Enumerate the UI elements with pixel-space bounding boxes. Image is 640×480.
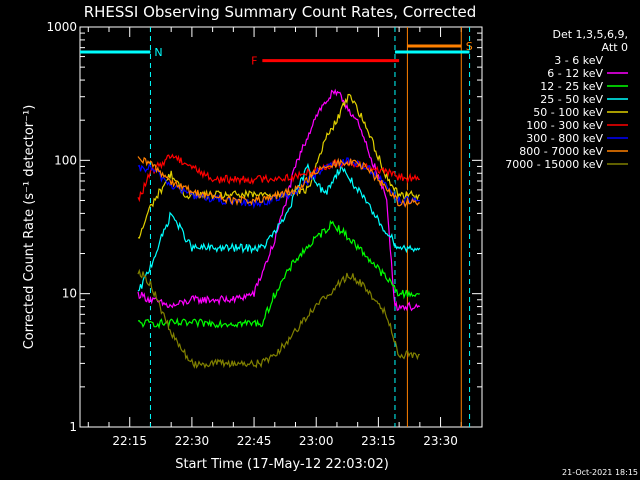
plot-frame [79,26,483,428]
legend-header: Det 1,3,5,6,9, [552,28,628,41]
legend-entry-label: 7000 - 15000 keV [505,158,603,171]
x-tick-label: 23:00 [299,434,334,448]
series-line [129,96,421,368]
chart-title: RHESSI Observing Summary Count Rates, Co… [84,3,477,21]
x-axis-label: Start Time (17-May-12 22:03:02) [175,457,389,472]
legend-entry-label: 3 - 6 keV [554,54,603,67]
legend-entry-label: 300 - 800 keV [526,132,603,145]
legend-entry-label: 6 - 12 keV [547,67,603,80]
legend-entry-label: 25 - 50 keV [540,93,603,106]
y-axis-label: Corrected Count Rate (s⁻¹ detector⁻¹) [22,105,37,350]
series-line [137,268,420,369]
y-tick-label: 10 [62,287,77,301]
y-tick-label: 1 [69,420,77,434]
annotation-label: F [251,55,257,68]
legend-entry-label: 800 - 7000 keV [519,145,603,158]
x-tick-label: 23:30 [423,434,458,448]
y-tick-label: 100 [54,153,77,167]
annotation-label: N [154,46,162,59]
series-line [137,156,420,208]
x-tick-label: 23:15 [361,434,396,448]
series-line [137,157,420,210]
legend-entry-label: 100 - 300 keV [526,119,603,132]
series-lines [129,88,421,369]
x-tick-label: 22:45 [237,434,272,448]
legend-entry-label: 50 - 100 keV [533,106,603,119]
x-axis: 22:15 22:30 22:45 23:00 23:15 23:30 [87,27,483,448]
legend-entry-label: 12 - 25 keV [540,80,603,93]
annotations: NFS [80,27,473,427]
timestamp: 21-Oct-2021 18:15 [562,468,638,477]
y-axis: 1 10 100 1000 [46,20,482,434]
x-tick-label: 22:30 [175,434,210,448]
series-line [137,162,421,292]
legend-header: Att 0 [602,41,628,54]
y-tick-label: 1000 [46,20,77,34]
series-line [137,153,420,203]
x-tick-label: 22:15 [112,434,147,448]
series-line [137,219,420,330]
